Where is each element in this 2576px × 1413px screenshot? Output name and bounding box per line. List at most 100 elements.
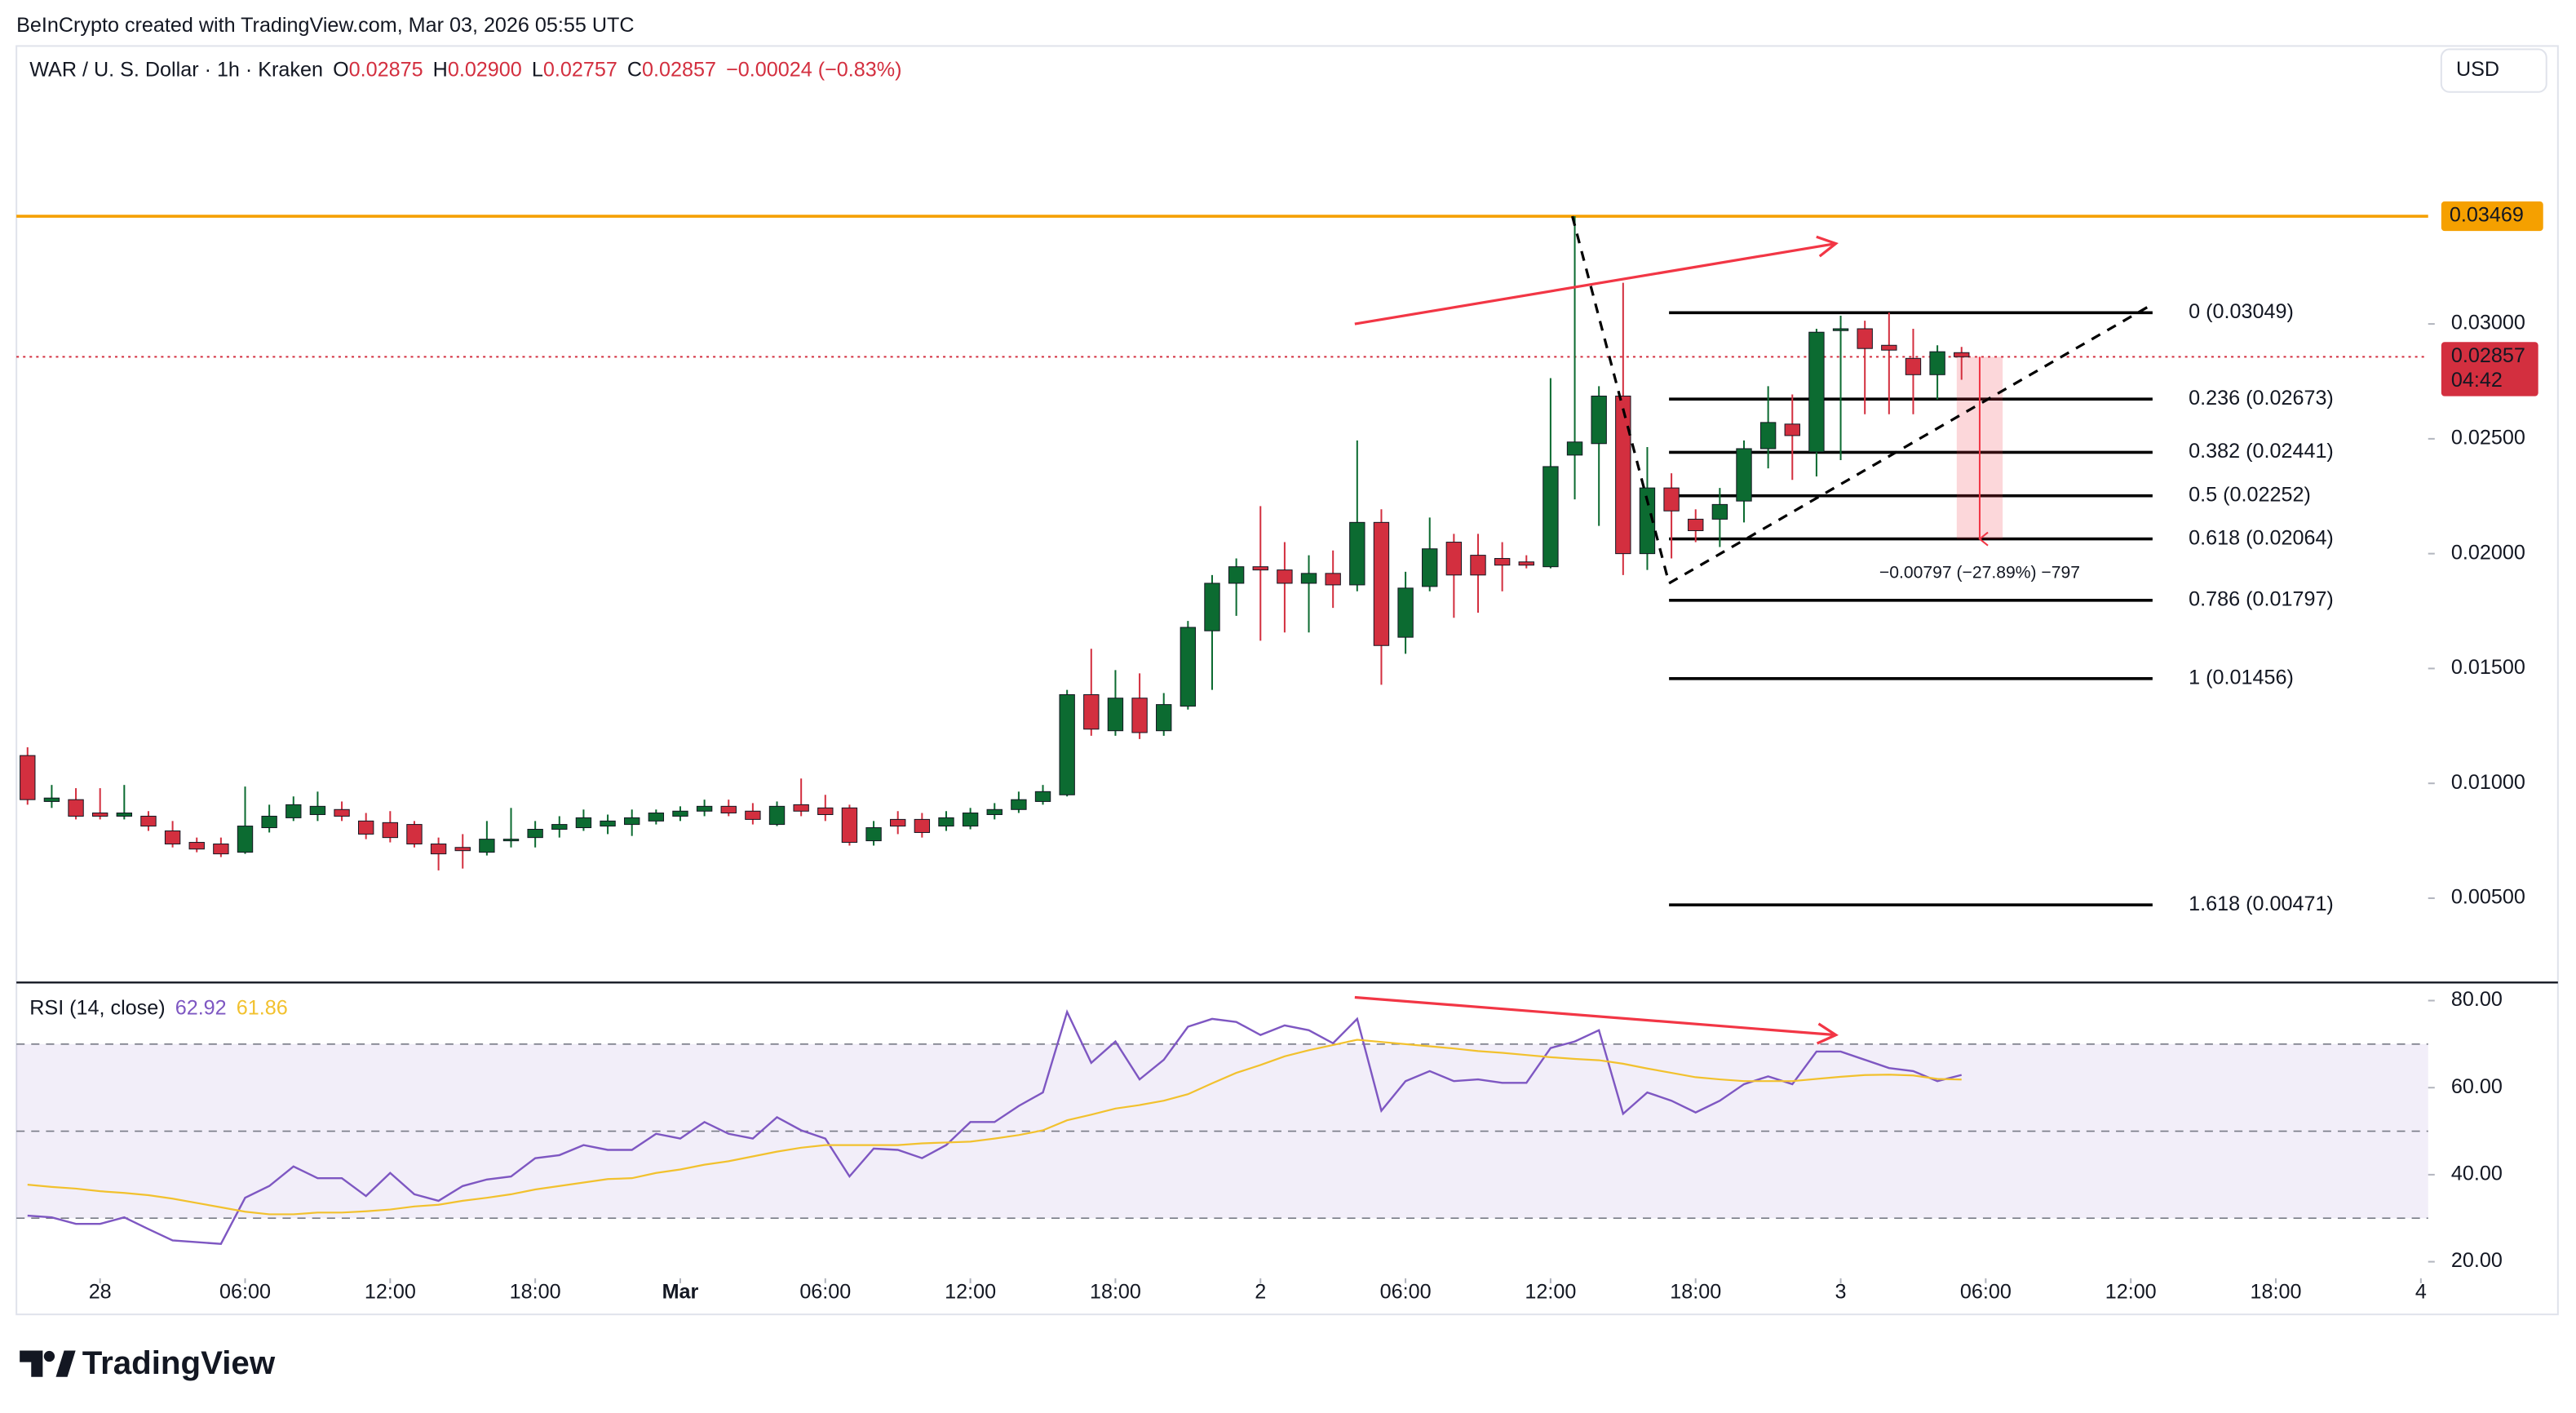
- trend-line: [1354, 995, 1839, 1045]
- candle-body: [188, 842, 205, 850]
- candle-body: [527, 828, 543, 839]
- candle-body: [1228, 566, 1245, 584]
- candle-body: [1711, 503, 1728, 520]
- usd-button-label[interactable]: USD: [2456, 58, 2499, 81]
- candle-body: [20, 755, 36, 800]
- candle-body: [309, 805, 326, 815]
- y-tick-label: 0.01000: [2451, 771, 2525, 794]
- candle-body: [1397, 587, 1414, 638]
- x-tick-label: 18:00: [1090, 1281, 1141, 1304]
- candle-body: [1736, 448, 1752, 502]
- candle-body: [962, 813, 979, 827]
- chart-frame: [15, 45, 2559, 1316]
- candle-body: [1857, 328, 1873, 349]
- header: BeInCrypto created with TradingView.com,…: [16, 14, 634, 37]
- candle-body: [358, 820, 374, 835]
- candle-body: [1470, 555, 1486, 576]
- x-tick-label: 12:00: [1525, 1281, 1576, 1304]
- logo-mark: [55, 1350, 76, 1377]
- candle-body: [285, 804, 302, 818]
- candle-body: [1639, 487, 1656, 555]
- legend: RSI (14, close) 62.92 61.86: [29, 996, 287, 1019]
- candle-body: [1011, 799, 1027, 810]
- logo-text: TradingView: [82, 1344, 276, 1381]
- candle-body: [68, 799, 84, 817]
- legend-item: H: [433, 58, 448, 81]
- candle-body: [1131, 698, 1148, 733]
- legend-item: 61.86: [237, 996, 288, 1019]
- candle-body: [1204, 582, 1220, 631]
- candle-body: [938, 817, 954, 827]
- fib-label: 0 (0.03049): [2189, 300, 2294, 323]
- legend-item: L: [532, 58, 543, 81]
- legend-item: 0.02875: [349, 58, 423, 81]
- candle-body: [1832, 328, 1849, 331]
- candle-body: [1591, 395, 1607, 445]
- usd-button-box[interactable]: [2440, 48, 2547, 93]
- candle-body: [502, 839, 520, 842]
- fib-label: 0.618 (0.02064): [2189, 526, 2334, 549]
- candle-body: [672, 810, 688, 817]
- fib-label: 0.236 (0.02673): [2189, 387, 2334, 410]
- candle-body: [841, 807, 858, 844]
- candle-body: [914, 818, 931, 833]
- candle-body: [1881, 344, 1897, 351]
- x-tick-label: 18:00: [510, 1281, 561, 1304]
- x-tick-label: 28: [89, 1281, 112, 1304]
- legend-item: −0.00024 (−0.83%): [726, 58, 901, 81]
- x-tick-label: 12:00: [945, 1281, 996, 1304]
- trend-line: [1354, 235, 1839, 326]
- trend-line: [1571, 215, 1671, 584]
- legend-item: 0.02857: [642, 58, 716, 81]
- candle-body: [1566, 441, 1583, 456]
- candle-body: [1759, 422, 1777, 450]
- x-tick-label: 2: [1255, 1281, 1266, 1304]
- y-tick-label: 0.00500: [2451, 886, 2525, 909]
- x-tick-label: 06:00: [799, 1281, 851, 1304]
- y-tick-label: 80.00: [2451, 988, 2503, 1011]
- candle-body: [1325, 573, 1341, 586]
- legend-item: O: [333, 58, 349, 81]
- legend-item: WAR / U. S. Dollar · 1h · Kraken: [29, 58, 323, 81]
- candle-body: [1543, 466, 1559, 568]
- last-price-label: 0.02857: [2451, 344, 2525, 367]
- y-tick-label: 20.00: [2451, 1249, 2503, 1272]
- candle-body: [986, 808, 1003, 815]
- candle-body: [1954, 352, 1970, 357]
- candle-body: [1445, 542, 1463, 576]
- candle-body: [1300, 573, 1317, 584]
- y-tick-label: 0.02000: [2451, 541, 2525, 564]
- x-tick-label: Mar: [662, 1281, 699, 1304]
- candle-body: [1034, 791, 1051, 802]
- candle-body: [1422, 548, 1438, 587]
- candle-body: [1905, 357, 1922, 375]
- candle-body: [237, 826, 254, 853]
- candle-body: [817, 807, 834, 815]
- candle-body: [696, 805, 713, 812]
- legend-item: 62.92: [175, 996, 227, 1019]
- x-tick-label: 12:00: [2105, 1281, 2157, 1304]
- trend-line: [1668, 303, 2153, 585]
- candle-body: [865, 827, 882, 842]
- countdown-label: 04:42: [2451, 369, 2503, 392]
- candle-body: [43, 797, 60, 802]
- candle-body: [382, 822, 399, 839]
- candle-body: [624, 817, 640, 826]
- last-price-tag: [2441, 342, 2538, 396]
- legend-item: 0.02757: [543, 58, 617, 81]
- x-tick-label: 06:00: [1380, 1281, 1432, 1304]
- candle-body: [575, 817, 592, 829]
- y-tick-label: 0.01500: [2451, 656, 2525, 679]
- candle-body: [140, 815, 157, 827]
- candle-body: [1494, 558, 1511, 566]
- candle-body: [1252, 566, 1268, 571]
- fib-label: 0.5 (0.02252): [2189, 483, 2311, 506]
- usd-button[interactable]: USD: [2440, 48, 2547, 93]
- candle-body: [454, 847, 471, 852]
- candle-body: [261, 815, 277, 829]
- candle-body: [164, 830, 181, 845]
- candle-body: [720, 805, 737, 814]
